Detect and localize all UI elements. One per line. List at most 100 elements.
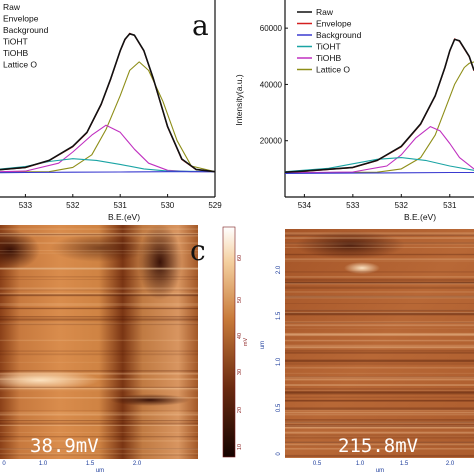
scan-line <box>285 363 474 365</box>
scan-line <box>285 389 474 391</box>
scan-line <box>0 308 198 310</box>
xps-plot-right: 534 533 532 531 20000 40000 60000 B.E.(eV) In… <box>234 0 474 222</box>
scan-line <box>285 295 474 298</box>
scan-line <box>0 361 198 363</box>
potential-value: 38.9mV <box>30 435 99 457</box>
legend-label: Raw <box>316 7 334 17</box>
y-tick-label: 2.0 <box>276 265 282 274</box>
scan-line <box>0 228 198 230</box>
x-tick-label: 529 <box>208 201 222 210</box>
scan-line <box>285 278 474 281</box>
scan-line <box>285 435 474 437</box>
curve-group <box>0 32 216 174</box>
scan-line <box>0 267 198 270</box>
legend-label: TiOHT <box>316 42 341 52</box>
x-tick-label: 1.0 <box>39 461 48 467</box>
scan-line <box>285 253 474 256</box>
xps-plot-left: 533 532 531 530 529 B.E.(eV) Raw EnvelopeBack… <box>0 0 222 222</box>
scan-line <box>0 371 198 373</box>
colorbar-tick-label: 30 <box>237 369 243 375</box>
dark-feature <box>138 224 182 300</box>
scan-line <box>0 390 198 392</box>
scan-line <box>0 372 198 375</box>
scan-line <box>0 318 198 322</box>
x-tick-label: 532 <box>395 201 409 210</box>
y-tick-label: 40000 <box>260 80 283 89</box>
scan-line <box>285 295 474 298</box>
scan-line <box>0 267 198 269</box>
x-tick-group: 533 532 531 530 529 <box>19 194 222 210</box>
scan-line <box>285 345 474 348</box>
scan-line <box>285 427 474 429</box>
x-tick-group: 534 533 532 531 <box>298 194 457 210</box>
scan-line <box>285 233 474 236</box>
y-tick-group: 20000 40000 60000 <box>260 24 288 146</box>
scan-line <box>285 407 474 409</box>
x-tick-label: 530 <box>161 201 175 210</box>
scan-line <box>285 258 474 260</box>
y-axis-label: Intensity(a.u.) <box>234 74 244 126</box>
scan-line <box>285 322 474 323</box>
scan-line <box>0 454 198 456</box>
scan-line <box>0 294 198 297</box>
curve-group <box>284 38 474 174</box>
scan-line <box>285 312 474 314</box>
scan-line <box>285 313 474 316</box>
scan-line <box>285 384 474 386</box>
colorbar-tick-label: 40 <box>237 333 243 339</box>
scan-line <box>285 376 474 379</box>
dark-feature <box>295 231 405 259</box>
scan-line <box>0 234 198 236</box>
scan-line <box>0 419 198 420</box>
scan-line <box>0 422 198 425</box>
x-tick-label: 2.0 <box>446 461 455 467</box>
scan-line <box>285 346 474 349</box>
scan-line <box>285 309 474 312</box>
scan-line <box>285 388 474 390</box>
legend-label: Background <box>316 30 362 40</box>
scan-line <box>0 436 198 438</box>
scan-line <box>0 294 198 297</box>
series-line-lattice-o <box>0 61 216 173</box>
legend-label: Lattice O <box>316 65 350 75</box>
scan-line <box>0 235 198 237</box>
series-line-raw <box>284 38 474 173</box>
scan-line <box>285 425 474 427</box>
x-tick-label: 1.5 <box>86 461 95 467</box>
scan-line <box>285 309 474 311</box>
scan-line <box>285 411 474 414</box>
bright-feature <box>0 370 100 390</box>
scan-line <box>285 399 474 402</box>
scan-line <box>0 232 198 234</box>
scan-line <box>285 379 474 381</box>
scan-line <box>285 351 474 353</box>
scan-lines <box>0 228 198 456</box>
colorbar-tick-label: 50 <box>237 297 243 303</box>
x-tick-label: 531 <box>443 201 457 210</box>
scan-line <box>285 413 474 416</box>
series-line-raw <box>0 32 216 173</box>
dark-feature <box>0 230 40 270</box>
x-tick-group: 0.5 1.0 1.5 2.0 <box>313 461 455 467</box>
scan-line <box>285 312 474 315</box>
scan-line <box>285 276 474 278</box>
scan-line <box>0 453 198 455</box>
x-tick-group: 0 1.0 1.5 2.0 <box>2 461 142 467</box>
x-tick-label: 2.0 <box>133 461 142 467</box>
scan-line <box>285 243 474 245</box>
x-tick-label: 0 <box>2 461 6 467</box>
series-line-tiohb <box>284 126 474 174</box>
y-tick-label: 0.5 <box>276 403 282 412</box>
scan-line <box>0 387 198 390</box>
series-line-background <box>284 171 474 174</box>
dark-feature <box>110 394 190 406</box>
x-tick-label: 0.5 <box>313 461 322 467</box>
scan-line <box>285 237 474 239</box>
y-unit: um <box>260 341 266 349</box>
scan-line <box>0 448 198 450</box>
scan-line <box>0 378 198 380</box>
scan-line <box>285 422 474 424</box>
scan-line <box>285 325 474 327</box>
x-tick-label: 1.0 <box>356 461 365 467</box>
